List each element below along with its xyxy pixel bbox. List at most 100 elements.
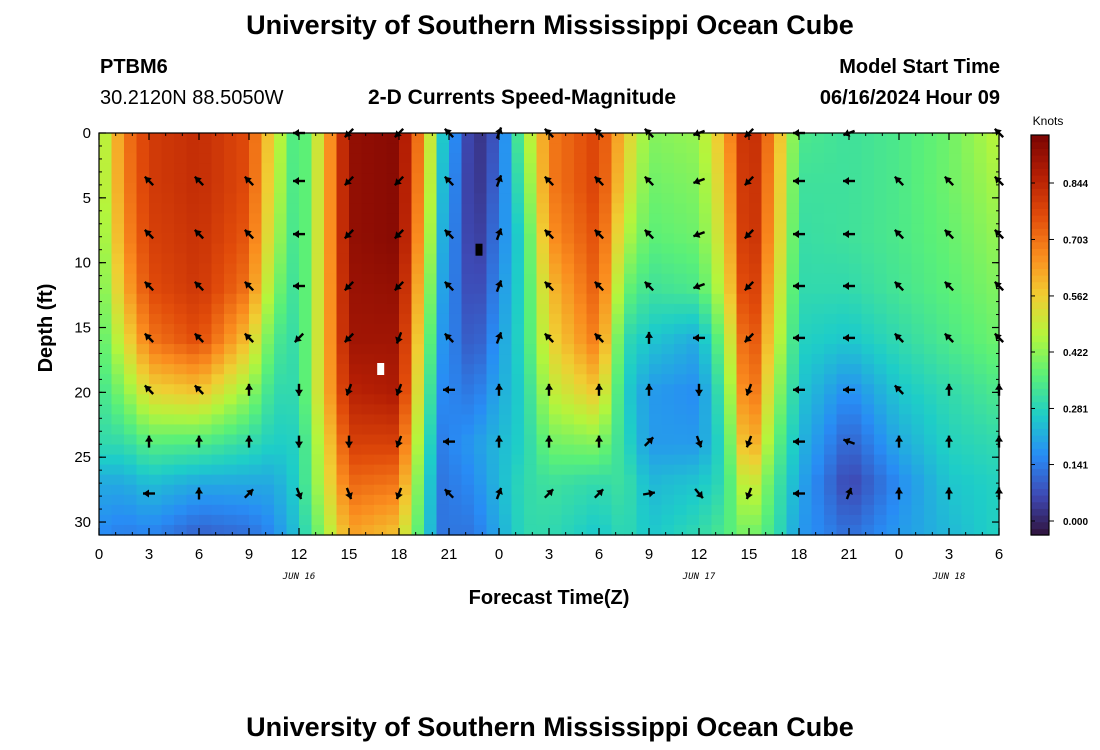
heatmap-cell (886, 414, 900, 426)
heatmap-cell (524, 334, 538, 345)
heatmap-cell (774, 263, 788, 275)
heatmap-cell (174, 313, 188, 325)
heatmap-cell (836, 213, 850, 225)
heatmap-cell (674, 494, 688, 506)
colorbar-cell (1031, 228, 1049, 236)
heatmap-cell (624, 464, 638, 476)
heatmap-cell (486, 414, 500, 426)
heatmap-cell (136, 374, 150, 385)
arrow-head (144, 281, 152, 289)
heatmap-cell (449, 494, 463, 506)
heatmap-cell (461, 243, 475, 255)
heatmap-cell (449, 203, 463, 214)
heatmap-cell (436, 334, 450, 345)
heatmap-cell (799, 243, 813, 255)
heatmap-cell (849, 414, 863, 426)
heatmap-cell (986, 414, 1000, 426)
heatmap-cell (386, 203, 400, 214)
heatmap-cell (361, 364, 375, 375)
heatmap-cell (724, 384, 738, 395)
heatmap-cell (161, 143, 175, 154)
heatmap-cell (249, 494, 263, 506)
current-arrow (643, 280, 655, 292)
heatmap-cell (224, 173, 238, 184)
heatmap-cell (899, 153, 913, 164)
heatmap-cell (449, 153, 463, 164)
heatmap-cell (724, 143, 738, 154)
heatmap-cell (249, 344, 263, 355)
heatmap-cell (761, 404, 775, 415)
heatmap-cell (574, 384, 588, 395)
heatmap-cell (761, 153, 775, 164)
heatmap-cell (599, 183, 613, 194)
heatmap-cell (336, 404, 350, 415)
heatmap-cell (911, 143, 925, 154)
heatmap-cell (261, 434, 275, 446)
heatmap-cell (511, 193, 525, 204)
heatmap-cell (361, 193, 375, 204)
heatmap-cell (924, 253, 938, 265)
heatmap-cell (949, 394, 963, 405)
current-arrow (295, 383, 303, 396)
heatmap-cell (586, 293, 600, 305)
heatmap-cell (399, 344, 413, 355)
heatmap-cell (736, 524, 750, 536)
heatmap-cell (786, 263, 800, 275)
heatmap-cell (561, 434, 575, 446)
current-arrow (543, 280, 555, 292)
heatmap-cell (324, 203, 338, 214)
heatmap-cell (311, 273, 325, 285)
heatmap-cell (636, 263, 650, 275)
heatmap-cell (749, 233, 763, 245)
heatmap-cell (599, 364, 613, 375)
heatmap-cell (761, 303, 775, 315)
heatmap-cell (886, 253, 900, 265)
heatmap-cell (474, 524, 488, 536)
heatmap-cell (436, 163, 450, 174)
current-arrow (945, 435, 953, 448)
heatmap-cell (361, 163, 375, 174)
heatmap-cell (274, 173, 288, 184)
heatmap-cell (911, 133, 925, 144)
heatmap-cell (524, 143, 538, 154)
heatmap-cell (911, 484, 925, 496)
heatmap-cell (361, 323, 375, 335)
heatmap-cell (799, 484, 813, 496)
heatmap-cell (949, 344, 963, 355)
heatmap-cell (436, 424, 450, 436)
heatmap-cell (374, 283, 388, 295)
heatmap-cell (136, 434, 150, 446)
heatmap-cell (611, 384, 625, 395)
x-tick-label: 15 (341, 546, 358, 563)
heatmap-cell (299, 323, 313, 335)
heatmap-cell (511, 323, 525, 335)
heatmap-cell (336, 163, 350, 174)
heatmap-cell (474, 323, 488, 335)
heatmap-cell (374, 414, 388, 426)
heatmap-cell (799, 494, 813, 506)
heatmap-cell (786, 223, 800, 235)
heatmap-cell (236, 524, 250, 536)
heatmap-cell (774, 283, 788, 295)
current-arrow (643, 175, 655, 187)
heatmap-cell (574, 454, 588, 466)
current-arrow (443, 437, 455, 446)
heatmap-cell (486, 354, 500, 365)
heatmap-cell (761, 344, 775, 355)
heatmap-cell (861, 444, 875, 456)
heatmap-cell (774, 414, 788, 426)
arrow-head (245, 435, 253, 442)
heatmap-cell (911, 514, 925, 526)
heatmap-cell (261, 213, 275, 225)
heatmap-cell (124, 454, 138, 466)
heatmap-cell (499, 414, 513, 426)
heatmap-cell (299, 223, 313, 235)
heatmap-cell (549, 524, 563, 536)
heatmap-cell (499, 504, 513, 516)
heatmap-cell (824, 424, 838, 436)
colorbar-cell (1031, 261, 1049, 269)
heatmap-cell (799, 283, 813, 295)
heatmap-cell (799, 213, 813, 225)
arrow-head (994, 176, 1002, 184)
heatmap-cell (611, 313, 625, 325)
